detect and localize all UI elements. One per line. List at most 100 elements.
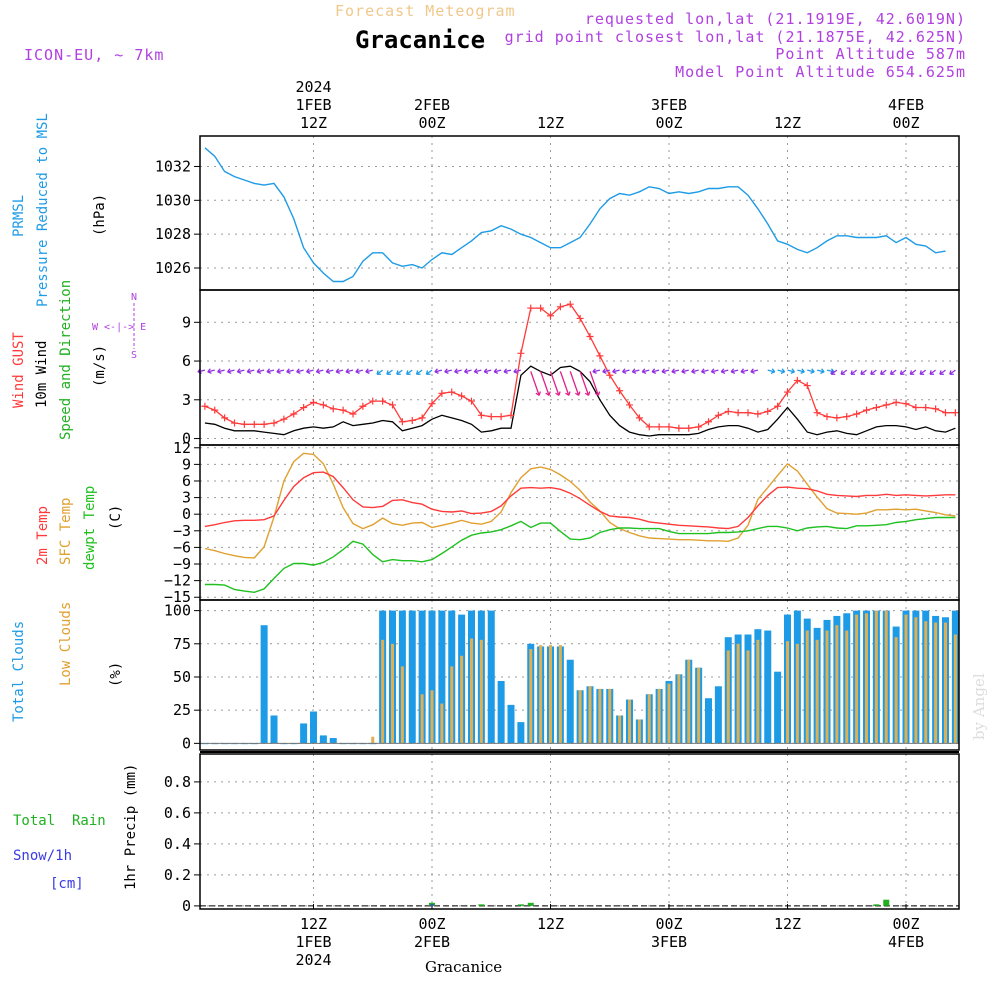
gust-marker bbox=[872, 404, 880, 412]
wind-dir-arrowhead bbox=[840, 370, 846, 375]
gust-marker bbox=[833, 414, 841, 422]
low-cloud-bar bbox=[845, 630, 849, 744]
wind-dir-arrowhead bbox=[406, 370, 411, 375]
top-axis-label: 00Z bbox=[418, 114, 445, 132]
wind-dir-arrowhead bbox=[535, 391, 541, 396]
total-clouds-label: Total Clouds bbox=[11, 621, 27, 722]
wind-dir-arrow bbox=[266, 369, 275, 373]
low-clouds-label: Low Clouds bbox=[58, 602, 74, 686]
wind-dir-arrow bbox=[767, 369, 775, 373]
rain-bar bbox=[883, 899, 890, 906]
gust-marker bbox=[902, 400, 910, 408]
low-cloud-bar bbox=[391, 643, 394, 744]
gust-marker bbox=[260, 420, 268, 428]
wind-dir-arrowhead bbox=[899, 370, 905, 375]
wind-dir-arrowhead bbox=[365, 368, 370, 374]
wind-dir-arrowhead bbox=[217, 368, 222, 374]
wind-dir-arrowhead bbox=[493, 368, 499, 374]
wind-dir-arrow bbox=[632, 369, 640, 373]
ytick-label: 0.8 bbox=[164, 773, 191, 791]
total-cloud-bar bbox=[260, 625, 268, 744]
bottom-axis-label: 12Z bbox=[774, 915, 801, 933]
gust-marker bbox=[853, 410, 861, 418]
wind-dir-arrowhead bbox=[513, 368, 518, 374]
total-cloud-bar bbox=[705, 698, 712, 744]
wind-dir-arrow bbox=[777, 369, 785, 373]
wind-dir-arrowhead bbox=[800, 368, 805, 374]
snow-bar bbox=[430, 904, 434, 906]
wind-dir-arrow bbox=[579, 371, 590, 396]
wind-dir-arrow bbox=[386, 369, 393, 375]
wind-dir-arrowhead bbox=[909, 370, 915, 375]
wind-dir-arrowhead bbox=[454, 368, 459, 374]
wind-dir-arrowhead bbox=[207, 368, 212, 374]
temp-labels: 2m Temp SFC Temp dewpt Temp (C) bbox=[35, 486, 124, 570]
ytick-label: −15 bbox=[164, 588, 191, 606]
gust-marker bbox=[764, 407, 772, 415]
wind-dir-arrowhead bbox=[880, 370, 885, 375]
gust-marker bbox=[912, 404, 920, 412]
wind-dir-arrow bbox=[316, 369, 324, 373]
wind-dir-arrowhead bbox=[720, 368, 726, 374]
wind-dir-arrow bbox=[787, 369, 795, 373]
wind-dir-arrowhead bbox=[286, 368, 291, 374]
gust-marker bbox=[359, 402, 367, 410]
gust-marker bbox=[596, 352, 604, 360]
wind-dir-arrow bbox=[880, 369, 887, 375]
bottom-axis-label: 12Z bbox=[537, 915, 564, 933]
sfc-temp-line bbox=[204, 452, 956, 559]
total-cloud-bar bbox=[310, 711, 317, 744]
sfc-label: SFC Temp bbox=[58, 498, 74, 565]
gust-marker bbox=[290, 410, 298, 418]
faded-title: Forecast Meteogram bbox=[335, 2, 516, 20]
wind-dir-arrow bbox=[286, 369, 294, 373]
top-axis-label: 2FEB bbox=[414, 96, 450, 114]
wind-dir-arrowhead bbox=[820, 368, 825, 374]
gust-marker bbox=[438, 389, 446, 397]
wind-dir-label: Speed and Direction bbox=[58, 280, 74, 440]
gust-label: Wind GUST bbox=[11, 332, 27, 408]
wind-dir-arrow bbox=[217, 369, 225, 373]
ytick-label: 100 bbox=[164, 602, 191, 620]
low-cloud-bar bbox=[637, 719, 641, 744]
wind-dir-arrow bbox=[207, 369, 215, 373]
wind-dir-arrowhead bbox=[631, 368, 637, 374]
gust-marker bbox=[418, 414, 426, 422]
wind-dir-arrowhead bbox=[256, 368, 262, 374]
ytick-label: 1028 bbox=[155, 225, 191, 243]
wind-dir-arrowhead bbox=[555, 391, 561, 396]
wind-dir-arrowhead bbox=[315, 368, 321, 374]
gust-marker bbox=[863, 406, 870, 414]
low-cloud-bar bbox=[450, 666, 454, 744]
total-cloud-bar bbox=[764, 630, 772, 744]
wind-dir-arrowhead bbox=[545, 391, 551, 396]
gust-marker bbox=[477, 411, 485, 419]
wind-dir-arrowhead bbox=[850, 370, 856, 375]
pressure-line bbox=[204, 147, 946, 283]
bottom-axis-label: 4FEB bbox=[888, 933, 924, 951]
precip-unit: 1hr Precip (mm) bbox=[123, 764, 139, 890]
wind-dir-arrowhead bbox=[641, 368, 647, 374]
total-cloud-bar bbox=[418, 610, 426, 744]
gust-marker bbox=[784, 388, 791, 396]
wind-dir-arrow bbox=[227, 369, 235, 373]
wind-dir-arrowhead bbox=[415, 370, 421, 375]
wind-dir-arrowhead bbox=[565, 391, 571, 396]
wind-dir-arrow bbox=[651, 369, 660, 373]
total-cloud-bar bbox=[507, 704, 515, 744]
wind-dir-arrow bbox=[740, 369, 749, 373]
wind-dir-arrow bbox=[816, 369, 825, 373]
total-cloud-bar bbox=[319, 735, 327, 744]
wind-dir-arrow bbox=[569, 371, 580, 396]
low-cloud-bar bbox=[726, 650, 730, 744]
panel-frame-clouds bbox=[199, 599, 960, 751]
gust-marker bbox=[468, 397, 475, 405]
total-cloud-bar bbox=[487, 610, 495, 744]
wind-dir-arrowhead bbox=[236, 368, 242, 374]
wind-dir-arrow bbox=[559, 371, 570, 396]
wind-dir-arrowhead bbox=[621, 368, 627, 374]
ytick-label: 6 bbox=[182, 352, 191, 370]
ytick-label: 1032 bbox=[155, 157, 191, 175]
wind-dir-arrow bbox=[612, 369, 620, 373]
low-cloud-bar bbox=[549, 645, 552, 744]
